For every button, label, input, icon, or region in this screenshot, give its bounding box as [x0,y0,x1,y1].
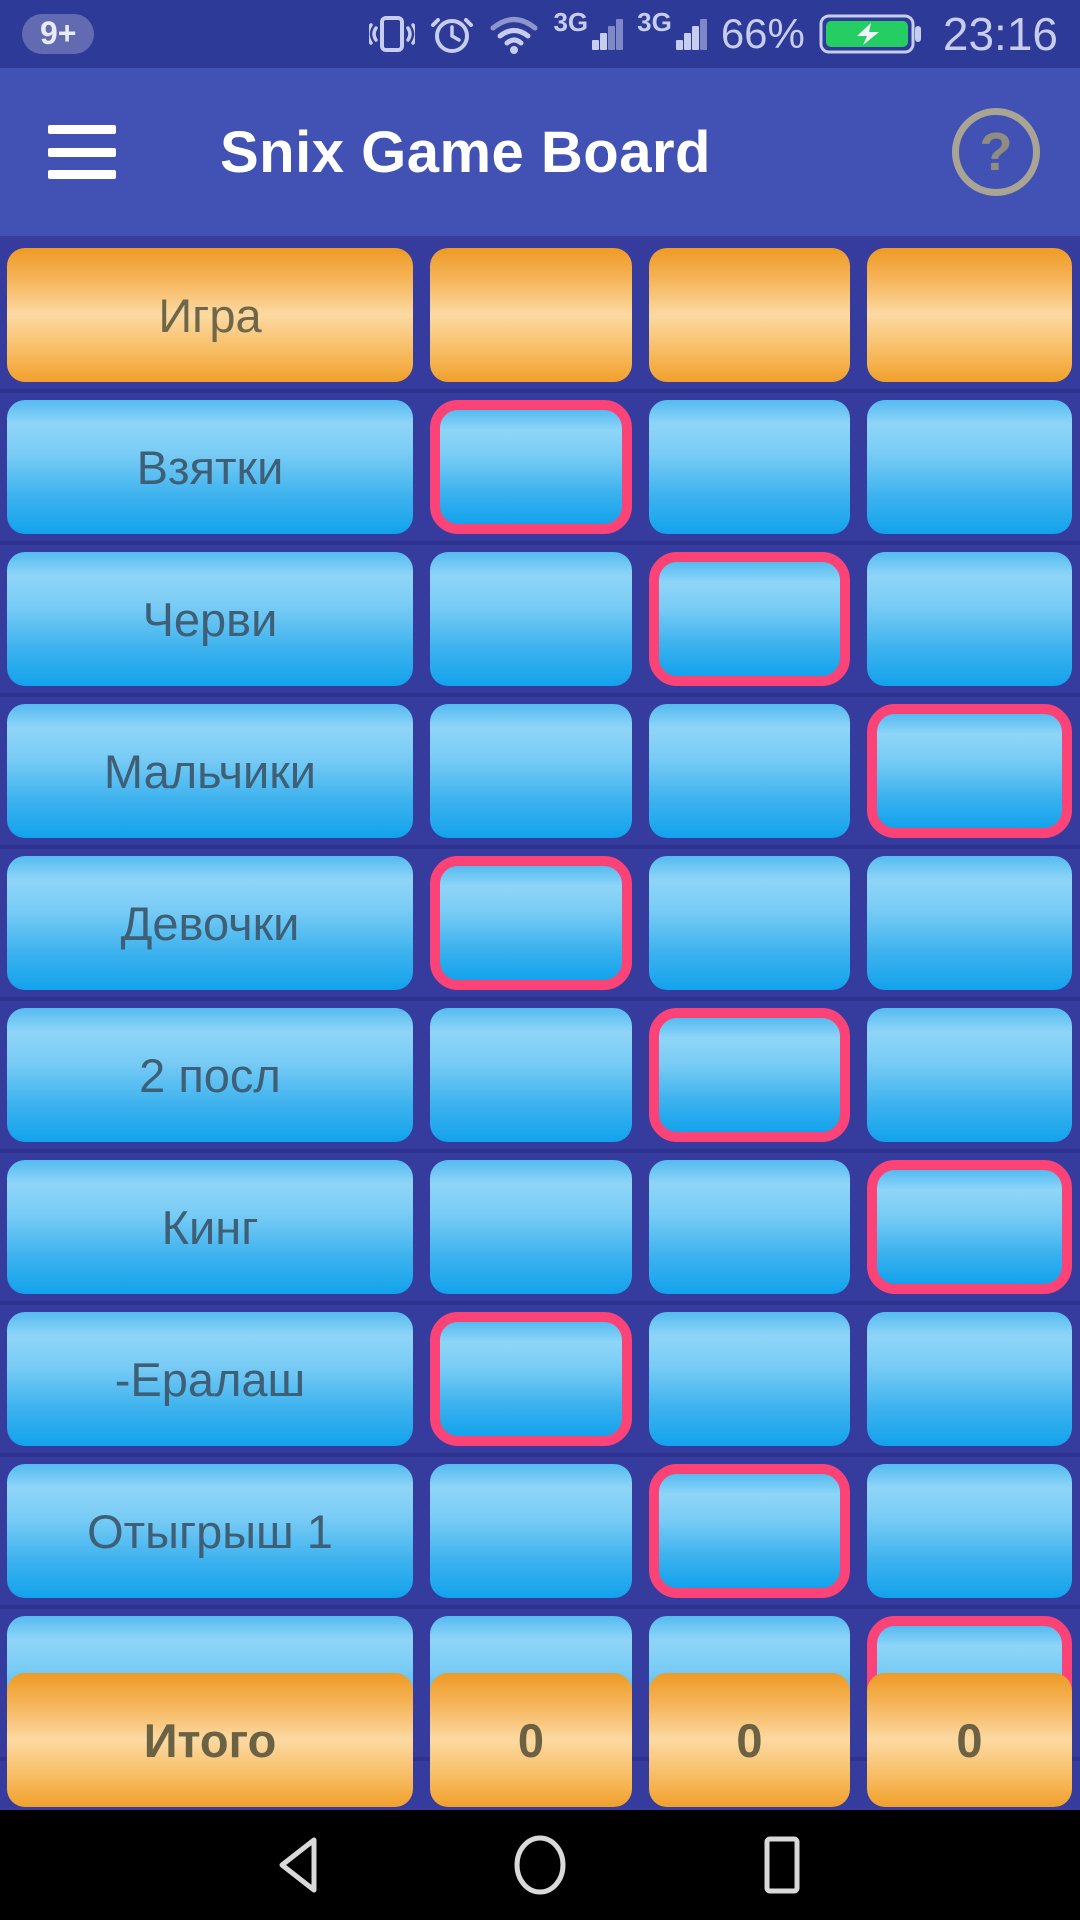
score-cell[interactable] [649,704,850,838]
board-row: Девочки [0,856,1080,1001]
score-cell-selected[interactable] [649,552,850,686]
total-label-cell: Итого [7,1673,413,1807]
battery-percent: 66% [720,10,805,57]
board-row: -Ералаш [0,1312,1080,1457]
score-cell-selected[interactable] [649,1008,850,1142]
row-label-cell[interactable]: Девочки [7,856,413,990]
row-label-cell[interactable]: Мальчики [7,704,413,838]
row-label-cell[interactable]: Отыгрыш 1 [7,1464,413,1598]
status-bar: 9+ [0,0,1080,68]
board-row: Мальчики [0,704,1080,849]
recents-button[interactable] [750,1833,814,1897]
score-cell[interactable] [867,248,1072,382]
board-row: Кинг [0,1160,1080,1305]
board-row: Игра [0,248,1080,393]
navigation-bar [0,1810,1080,1920]
help-button[interactable]: ? [952,108,1040,196]
alarm-icon [429,12,475,56]
board-row: 2 посл [0,1008,1080,1153]
score-cell-selected[interactable] [867,1160,1072,1294]
page-title: Snix Game Board [220,119,711,185]
score-cell[interactable] [430,1160,632,1294]
row-label: Игра [158,288,262,342]
row-label-cell[interactable]: Кинг [7,1160,413,1294]
row-label-cell[interactable]: Игра [7,248,413,382]
score-cell-selected[interactable] [430,400,632,534]
score-cell[interactable] [430,248,632,382]
score-cell[interactable] [867,400,1072,534]
score-cell[interactable] [867,1008,1072,1142]
clock-text: 23:16 [942,8,1058,60]
signal-3g-icon: 3G [637,7,707,50]
score-cell-selected[interactable] [430,856,632,990]
row-label-cell[interactable]: -Ералаш [7,1312,413,1446]
row-label-cell[interactable]: Взятки [7,400,413,534]
score-board: Игра Взятки Черви Мальчики Девочки 2 посл Кинг… [0,236,1080,1810]
question-mark-icon: ? [979,122,1013,182]
score-cell[interactable] [649,248,850,382]
total-row: Итого 0 0 0 [0,1673,1080,1807]
score-cell-selected[interactable] [649,1464,850,1598]
hamburger-menu-icon[interactable] [48,125,116,179]
score-cell[interactable] [430,704,632,838]
score-cell[interactable] [649,400,850,534]
score-rows: Игра Взятки Черви Мальчики Девочки 2 посл Кинг… [0,248,1080,1761]
vibrate-icon [369,12,416,56]
total-value-cell: 0 [649,1673,850,1807]
notification-count-badge: 9+ [22,14,95,54]
score-cell-selected[interactable] [867,704,1072,838]
row-label: Мальчики [103,744,317,798]
board-row: Черви [0,552,1080,697]
row-label: Черви [142,592,278,646]
home-button[interactable] [508,1833,572,1897]
score-cell[interactable] [430,1464,632,1598]
score-cell[interactable] [649,1312,850,1446]
score-cell[interactable] [867,1312,1072,1446]
score-cell[interactable] [649,1160,850,1294]
row-label: Взятки [136,440,284,494]
score-cell[interactable] [430,1008,632,1142]
score-cell[interactable] [867,552,1072,686]
board-row: Отыгрыш 1 [0,1464,1080,1609]
score-cell[interactable] [867,856,1072,990]
back-button[interactable] [268,1833,332,1897]
total-value-cell: 0 [430,1673,632,1807]
signal-3g-icon: 3G [553,7,624,50]
row-label: -Ералаш [114,1352,306,1406]
score-cell[interactable] [867,1464,1072,1598]
row-label: Отыгрыш 1 [87,1504,333,1558]
score-cell[interactable] [430,552,632,686]
row-label: Девочки [120,896,300,950]
score-cell[interactable] [649,856,850,990]
row-label: Кинг [161,1200,259,1254]
wifi-icon [489,12,539,56]
status-icons: 3G 3G 66% 2 [369,7,1058,61]
row-label-cell[interactable]: 2 посл [7,1008,413,1142]
app-bar: Snix Game Board ? [0,68,1080,236]
score-cell-selected[interactable] [430,1312,632,1446]
row-label: 2 посл [139,1048,281,1102]
board-row: Взятки [0,400,1080,545]
total-value-cell: 0 [867,1673,1072,1807]
battery-charging-icon [819,10,923,58]
row-label-cell[interactable]: Черви [7,552,413,686]
